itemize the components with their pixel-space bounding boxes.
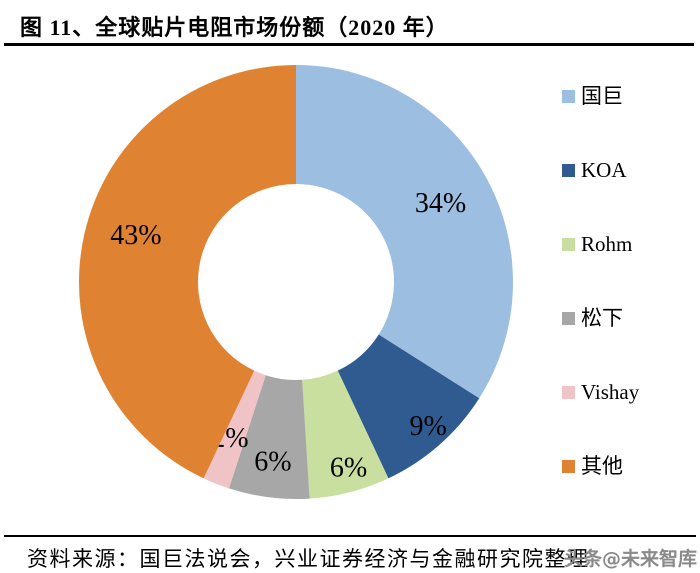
legend-swatch-panasonic xyxy=(562,312,575,325)
legend-label-rohm: Rohm xyxy=(581,232,633,256)
watermark-text: 头条@未来智库 xyxy=(563,548,697,570)
legend-swatch-other xyxy=(562,460,575,473)
source-text: 资料来源：国巨法说会，兴业证券经济与金融研究院整理 xyxy=(27,547,590,571)
slice-label-国巨: 34% xyxy=(415,188,466,219)
footer-rule xyxy=(4,535,696,537)
chart-title: 图 11、全球贴片电阻市场份额（2020 年） xyxy=(20,15,449,40)
legend-item-yageo: 国巨 xyxy=(562,86,623,107)
pie-slice-松下 xyxy=(228,375,310,499)
legend-item-panasonic: 松下 xyxy=(562,308,623,329)
pie-slice-国巨 xyxy=(296,65,513,399)
legend-label-other: 其他 xyxy=(581,454,623,478)
legend-label-vishay: Vishay xyxy=(581,380,640,404)
pie-slice-KOA xyxy=(337,334,480,479)
legend-label-panasonic: 松下 xyxy=(581,306,623,330)
legend-swatch-rohm xyxy=(562,238,575,251)
chart-legend: 国巨 KOA Rohm 松下 Vishay 其他 xyxy=(562,0,700,520)
legend-item-koa: KOA xyxy=(562,160,627,181)
pie-slice-Rohm xyxy=(302,370,389,499)
slice-label-松下: 6% xyxy=(254,447,291,478)
legend-swatch-koa xyxy=(562,164,575,177)
pie-slice-Vishay xyxy=(203,370,266,489)
legend-swatch-yageo xyxy=(562,90,575,103)
slice-label-Rohm: 6% xyxy=(330,453,367,484)
legend-item-rohm: Rohm xyxy=(562,234,632,255)
slice-label-KOA: 9% xyxy=(410,411,447,442)
title-underline xyxy=(4,43,694,46)
slice-label-其他: 43% xyxy=(110,220,161,251)
legend-swatch-vishay xyxy=(562,386,575,399)
legend-item-other: 其他 xyxy=(562,456,623,477)
legend-item-vishay: Vishay xyxy=(562,382,639,403)
pie-slice-其他 xyxy=(78,64,296,479)
legend-label-koa: KOA xyxy=(581,158,627,182)
legend-label-yageo: 国巨 xyxy=(581,84,623,108)
